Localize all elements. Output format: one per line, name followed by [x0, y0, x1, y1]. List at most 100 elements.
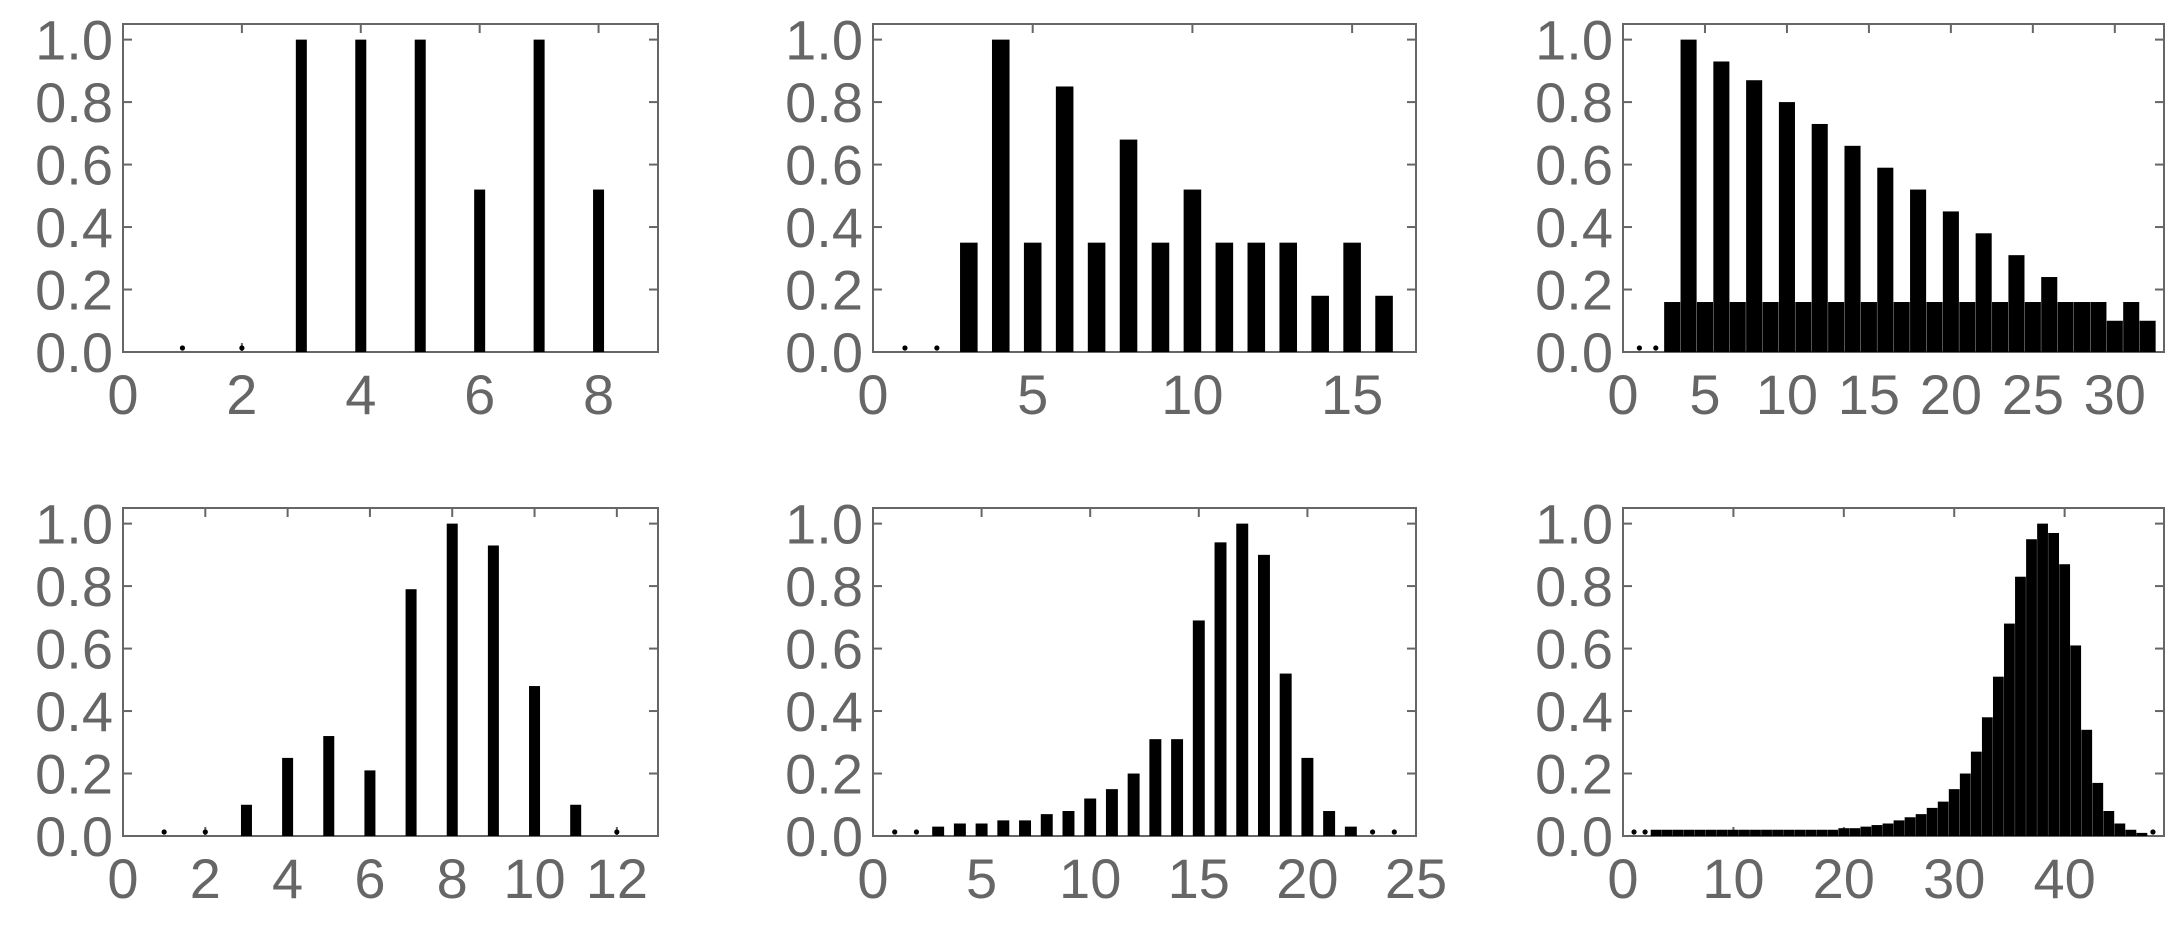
- bar: [2024, 302, 2041, 352]
- bar: [414, 39, 426, 352]
- bar: [1344, 826, 1357, 836]
- y-tick-label: 0.8: [35, 555, 113, 618]
- y-tick-label: 0.2: [1535, 259, 1613, 322]
- bar: [2092, 782, 2104, 836]
- bar: [1279, 673, 1292, 836]
- y-tick-label: 0.4: [35, 680, 113, 743]
- plot-frame: [872, 507, 1417, 837]
- bar: [2008, 255, 2025, 352]
- bar: [1739, 829, 1750, 836]
- bar: [997, 820, 1010, 836]
- bar-zero-marker: [239, 345, 245, 351]
- x-tick-label: 40: [2033, 847, 2095, 910]
- x-tick-label: 10: [1161, 363, 1223, 426]
- y-tick-label: 0.6: [1535, 134, 1613, 197]
- bar: [1062, 811, 1075, 836]
- plot-frame: [1622, 507, 2165, 837]
- bar: [2070, 645, 2082, 836]
- bar: [1127, 773, 1140, 836]
- bar: [2136, 832, 2148, 836]
- bar-zero-marker: [2150, 829, 2156, 835]
- x-tick-label: 5: [966, 847, 997, 910]
- y-tick-label: 0.8: [1535, 555, 1613, 618]
- bar: [1247, 242, 1266, 352]
- bar: [953, 823, 966, 836]
- plot-frame: [122, 23, 659, 353]
- bar: [1926, 807, 1938, 836]
- y-tick-label: 0.4: [1535, 196, 1613, 259]
- bar-zero-marker: [892, 829, 898, 835]
- bar: [1672, 829, 1684, 836]
- y-tick-label: 1.0: [785, 493, 863, 556]
- bar-zero-marker: [1391, 829, 1397, 835]
- x-tick-label: 15: [1838, 363, 1900, 426]
- bar: [2123, 302, 2140, 352]
- chart-panel-1: 0.00.20.40.60.81.0 0 2 4 6 8: [35, 9, 659, 426]
- bar: [533, 39, 545, 352]
- bar: [1019, 820, 1032, 836]
- bar: [1750, 829, 1761, 836]
- chart-panel-2: 0.00.20.40.60.81.0 0 5 10 15: [785, 9, 1417, 426]
- bar-zero-marker: [1653, 345, 1659, 351]
- bar: [1664, 302, 1681, 352]
- bar: [1772, 829, 1783, 836]
- y-tick-label: 0.0: [785, 321, 863, 384]
- plot-frame: [122, 507, 659, 837]
- bar: [2059, 564, 2071, 836]
- bar: [2125, 829, 2137, 836]
- bar: [1650, 829, 1662, 836]
- y-tick-label: 1.0: [1535, 493, 1613, 556]
- bar: [2073, 302, 2091, 352]
- bar: [1915, 814, 1927, 836]
- x-tick-label: 5: [1017, 363, 1048, 426]
- y-tick-label: 0.0: [1535, 321, 1613, 384]
- y-tick-label: 0.6: [785, 618, 863, 681]
- bar: [1844, 145, 1861, 352]
- x-tick-label: 20: [1920, 363, 1982, 426]
- bar: [593, 189, 605, 352]
- x-tick-label: 0: [1607, 847, 1638, 910]
- bar-zero-marker: [1636, 345, 1642, 351]
- bar: [1970, 751, 1982, 836]
- bar: [1992, 302, 2009, 352]
- bar: [1214, 542, 1227, 836]
- y-tick-label: 1.0: [1535, 9, 1613, 72]
- bar: [2081, 729, 2093, 836]
- bar: [2026, 539, 2037, 836]
- bar-zero-marker: [179, 345, 186, 351]
- y-tick-label: 0.0: [35, 805, 113, 868]
- bar: [1192, 620, 1205, 836]
- bar: [1981, 717, 1993, 836]
- x-tick-label: 12: [586, 847, 648, 910]
- x-tick-label: 6: [354, 847, 385, 910]
- bar: [529, 686, 541, 836]
- bar: [1948, 789, 1960, 836]
- bar: [1816, 829, 1828, 836]
- x-tick-label: 25: [2002, 363, 2064, 426]
- bar: [487, 545, 499, 836]
- bar: [405, 589, 417, 836]
- y-tick-label: 0.0: [785, 805, 863, 868]
- x-tick-label: 25: [1385, 847, 1447, 910]
- bar: [1838, 828, 1850, 836]
- y-tick-label: 0.0: [35, 321, 113, 384]
- bar: [2139, 320, 2156, 352]
- bar: [1694, 829, 1706, 836]
- bar: [1795, 302, 1812, 352]
- x-tick-label: 2: [190, 847, 221, 910]
- bar: [1811, 123, 1828, 352]
- bar: [991, 39, 1010, 352]
- bar: [1023, 242, 1042, 352]
- bar: [1257, 554, 1270, 836]
- x-tick-label: 20: [1276, 847, 1338, 910]
- x-tick-label: 8: [583, 363, 614, 426]
- bar: [1959, 302, 1976, 352]
- x-tick-label: 0: [107, 363, 138, 426]
- plot-frame: [872, 23, 1417, 353]
- bar: [1937, 801, 1949, 836]
- x-tick-label: 6: [464, 363, 495, 426]
- bar: [1084, 798, 1097, 836]
- bar: [1661, 829, 1673, 836]
- chart-panel-5: 0.00.20.40.60.81.0 0 5 10 15 20 25: [785, 493, 1447, 910]
- bar: [975, 823, 988, 836]
